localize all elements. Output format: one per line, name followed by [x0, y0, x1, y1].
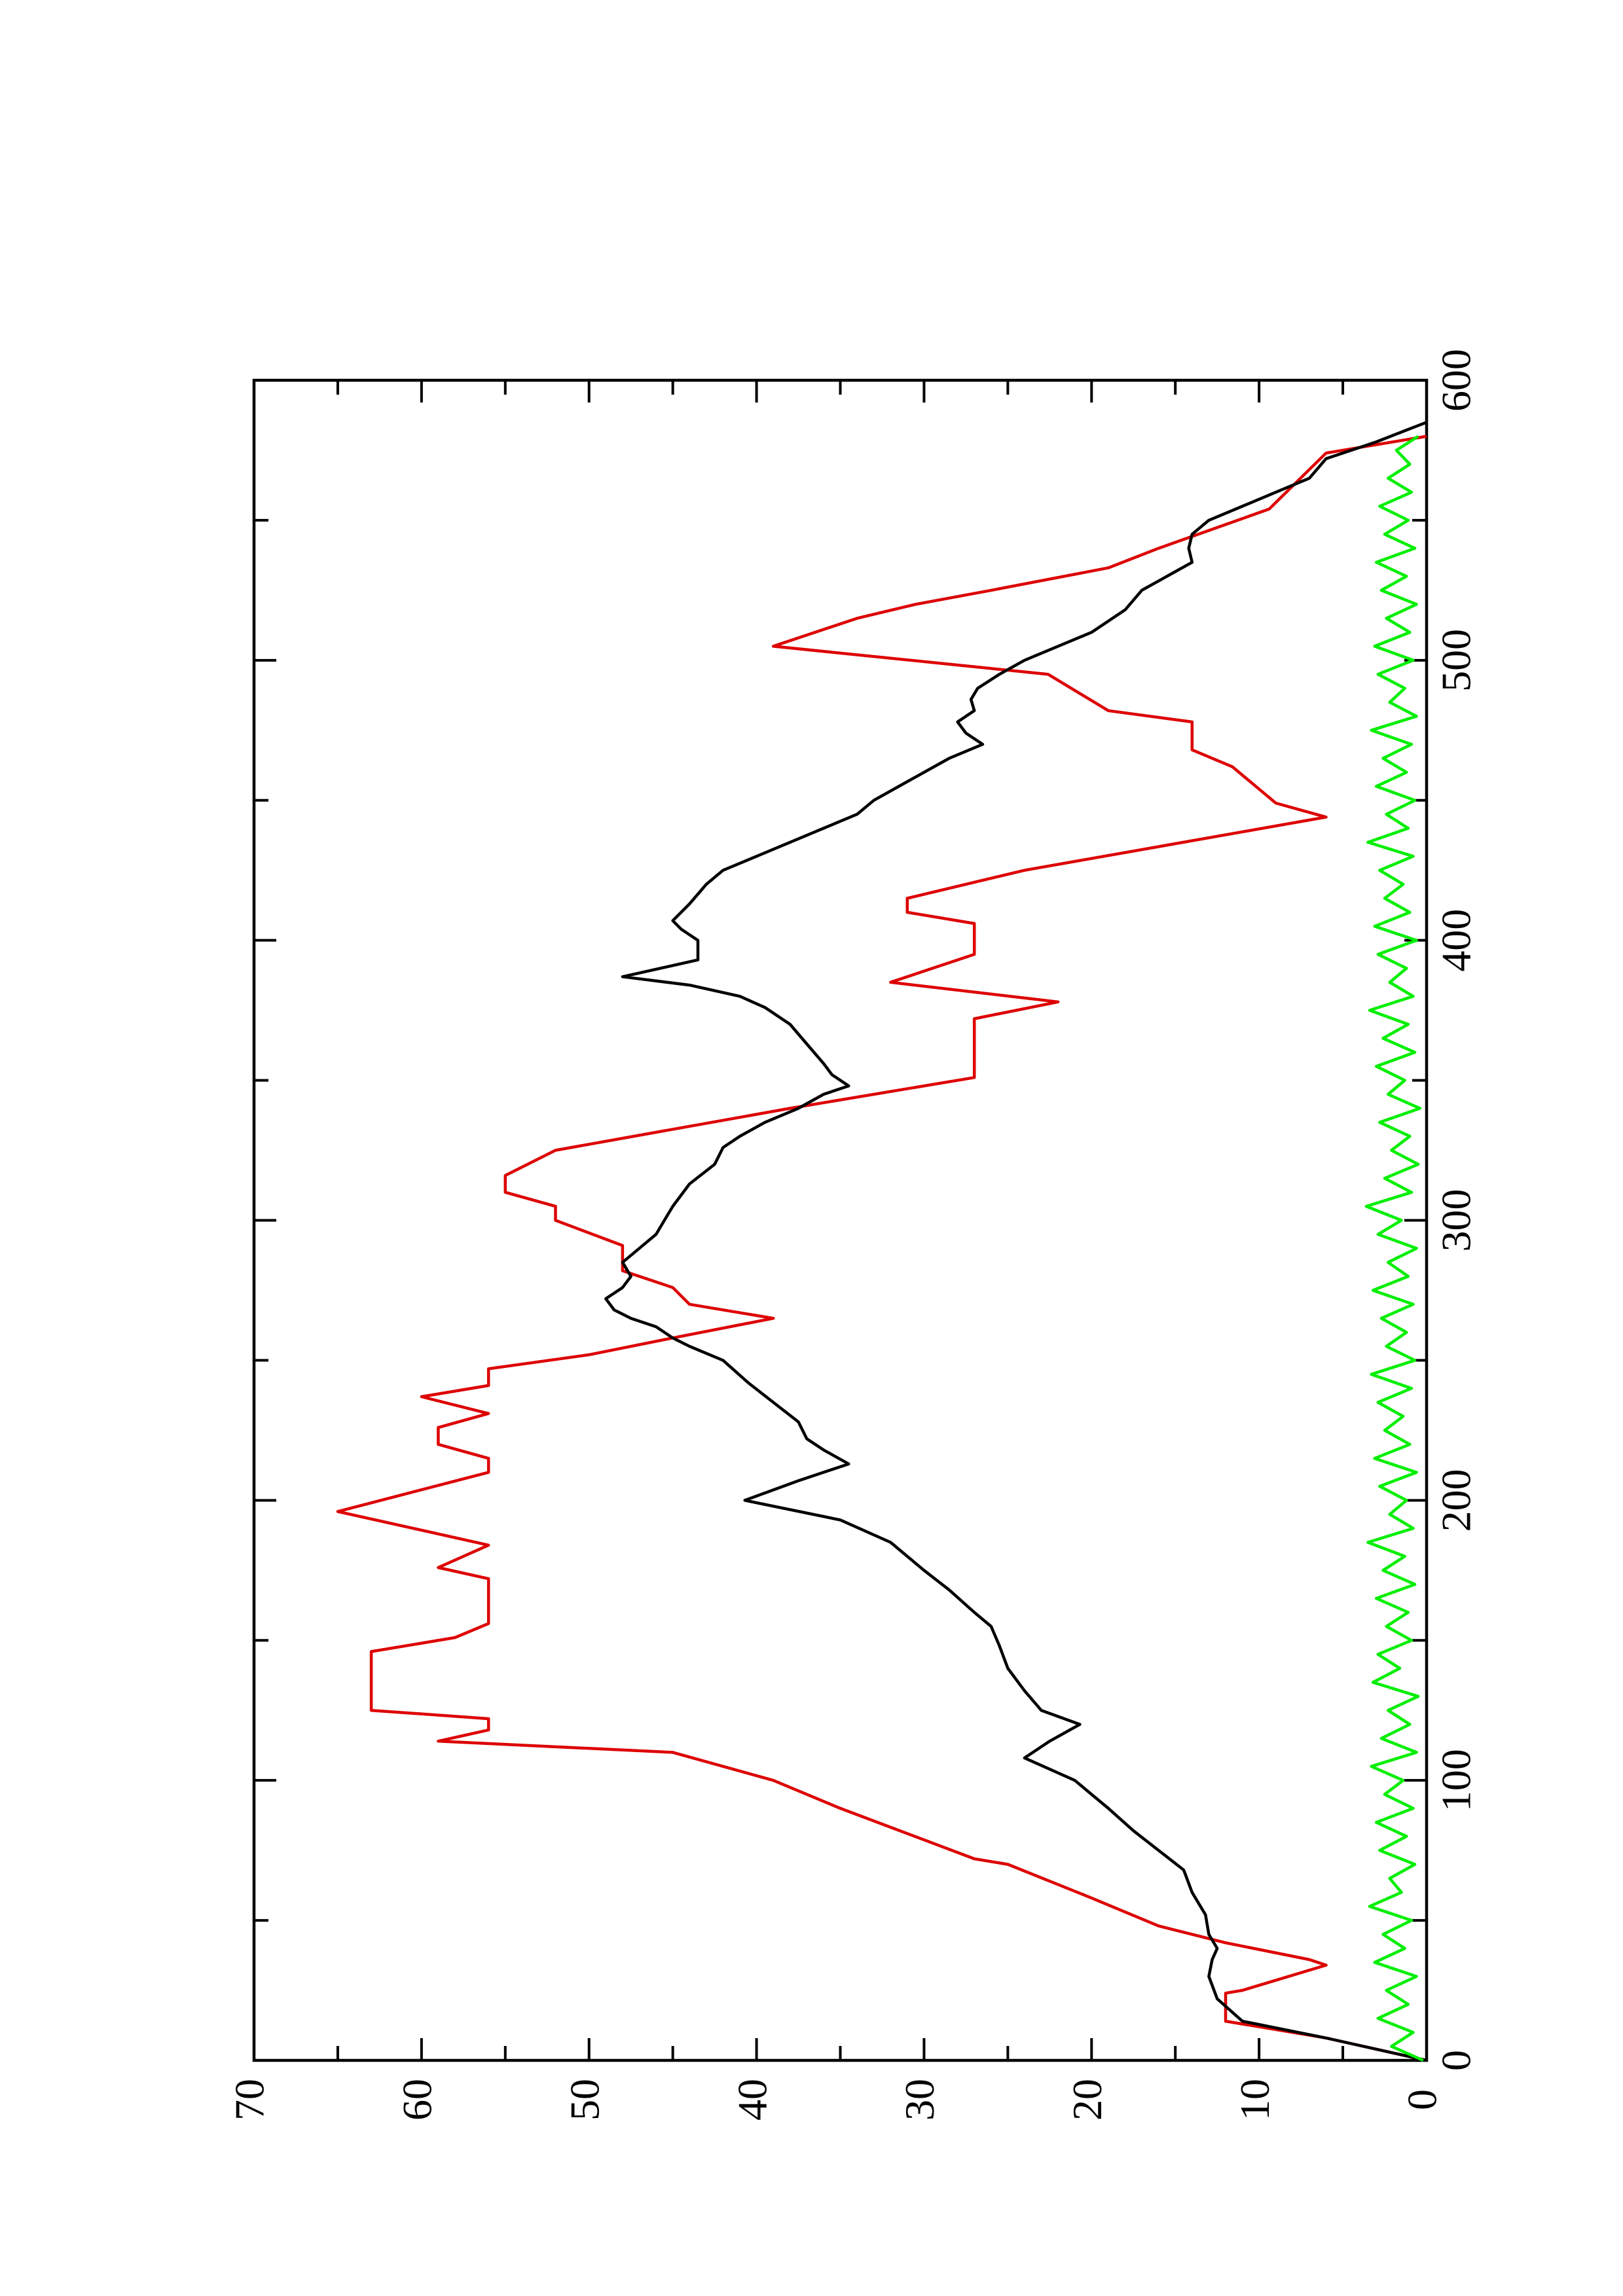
y-tick-label: 20 [1064, 2079, 1110, 2121]
x-tick-label: 100 [1433, 1749, 1480, 1812]
y-tick-label: 0 [1399, 2089, 1446, 2110]
x-tick-label: 0 [1433, 2050, 1480, 2071]
x-tick-label: 500 [1433, 629, 1480, 692]
y-tick-label: 70 [227, 2079, 273, 2121]
y-tick-label: 60 [394, 2079, 441, 2121]
series-line [1364, 435, 1424, 2062]
x-tick-label: 200 [1433, 1469, 1480, 1532]
x-tick-label: 300 [1433, 1189, 1480, 1252]
y-tick-label: 30 [896, 2079, 943, 2121]
x-tick-label: 400 [1433, 909, 1480, 972]
series-line [336, 435, 1427, 2062]
y-tick-label: 10 [1231, 2079, 1278, 2121]
y-tick-label: 40 [729, 2079, 775, 2121]
y-tick-label: 50 [561, 2079, 608, 2121]
x-tick-label: 600 [1433, 349, 1480, 412]
series-line [604, 421, 1427, 2062]
